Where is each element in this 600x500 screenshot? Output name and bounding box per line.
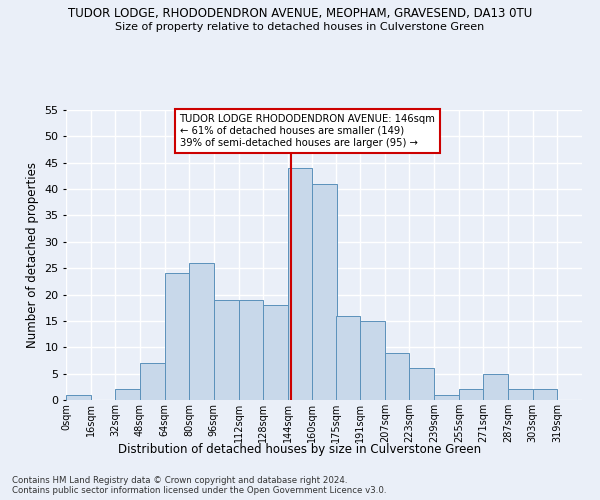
Bar — [115, 390, 140, 400]
Bar — [459, 390, 484, 400]
Bar — [214, 300, 239, 400]
Bar — [288, 168, 313, 400]
Bar — [508, 390, 533, 400]
Bar — [239, 300, 263, 400]
Bar — [533, 390, 557, 400]
Bar — [335, 316, 360, 400]
Bar — [164, 274, 189, 400]
Bar — [313, 184, 337, 400]
Text: TUDOR LODGE RHODODENDRON AVENUE: 146sqm
← 61% of detached houses are smaller (14: TUDOR LODGE RHODODENDRON AVENUE: 146sqm … — [179, 114, 436, 148]
Bar — [263, 305, 288, 400]
Text: Distribution of detached houses by size in Culverstone Green: Distribution of detached houses by size … — [118, 442, 482, 456]
Bar — [189, 263, 214, 400]
Bar — [66, 394, 91, 400]
Bar — [484, 374, 508, 400]
Bar — [140, 363, 164, 400]
Bar — [434, 394, 459, 400]
Y-axis label: Number of detached properties: Number of detached properties — [26, 162, 38, 348]
Bar — [409, 368, 434, 400]
Text: Size of property relative to detached houses in Culverstone Green: Size of property relative to detached ho… — [115, 22, 485, 32]
Text: TUDOR LODGE, RHODODENDRON AVENUE, MEOPHAM, GRAVESEND, DA13 0TU: TUDOR LODGE, RHODODENDRON AVENUE, MEOPHA… — [68, 8, 532, 20]
Bar — [360, 321, 385, 400]
Text: Contains HM Land Registry data © Crown copyright and database right 2024.
Contai: Contains HM Land Registry data © Crown c… — [12, 476, 386, 495]
Bar — [385, 352, 409, 400]
